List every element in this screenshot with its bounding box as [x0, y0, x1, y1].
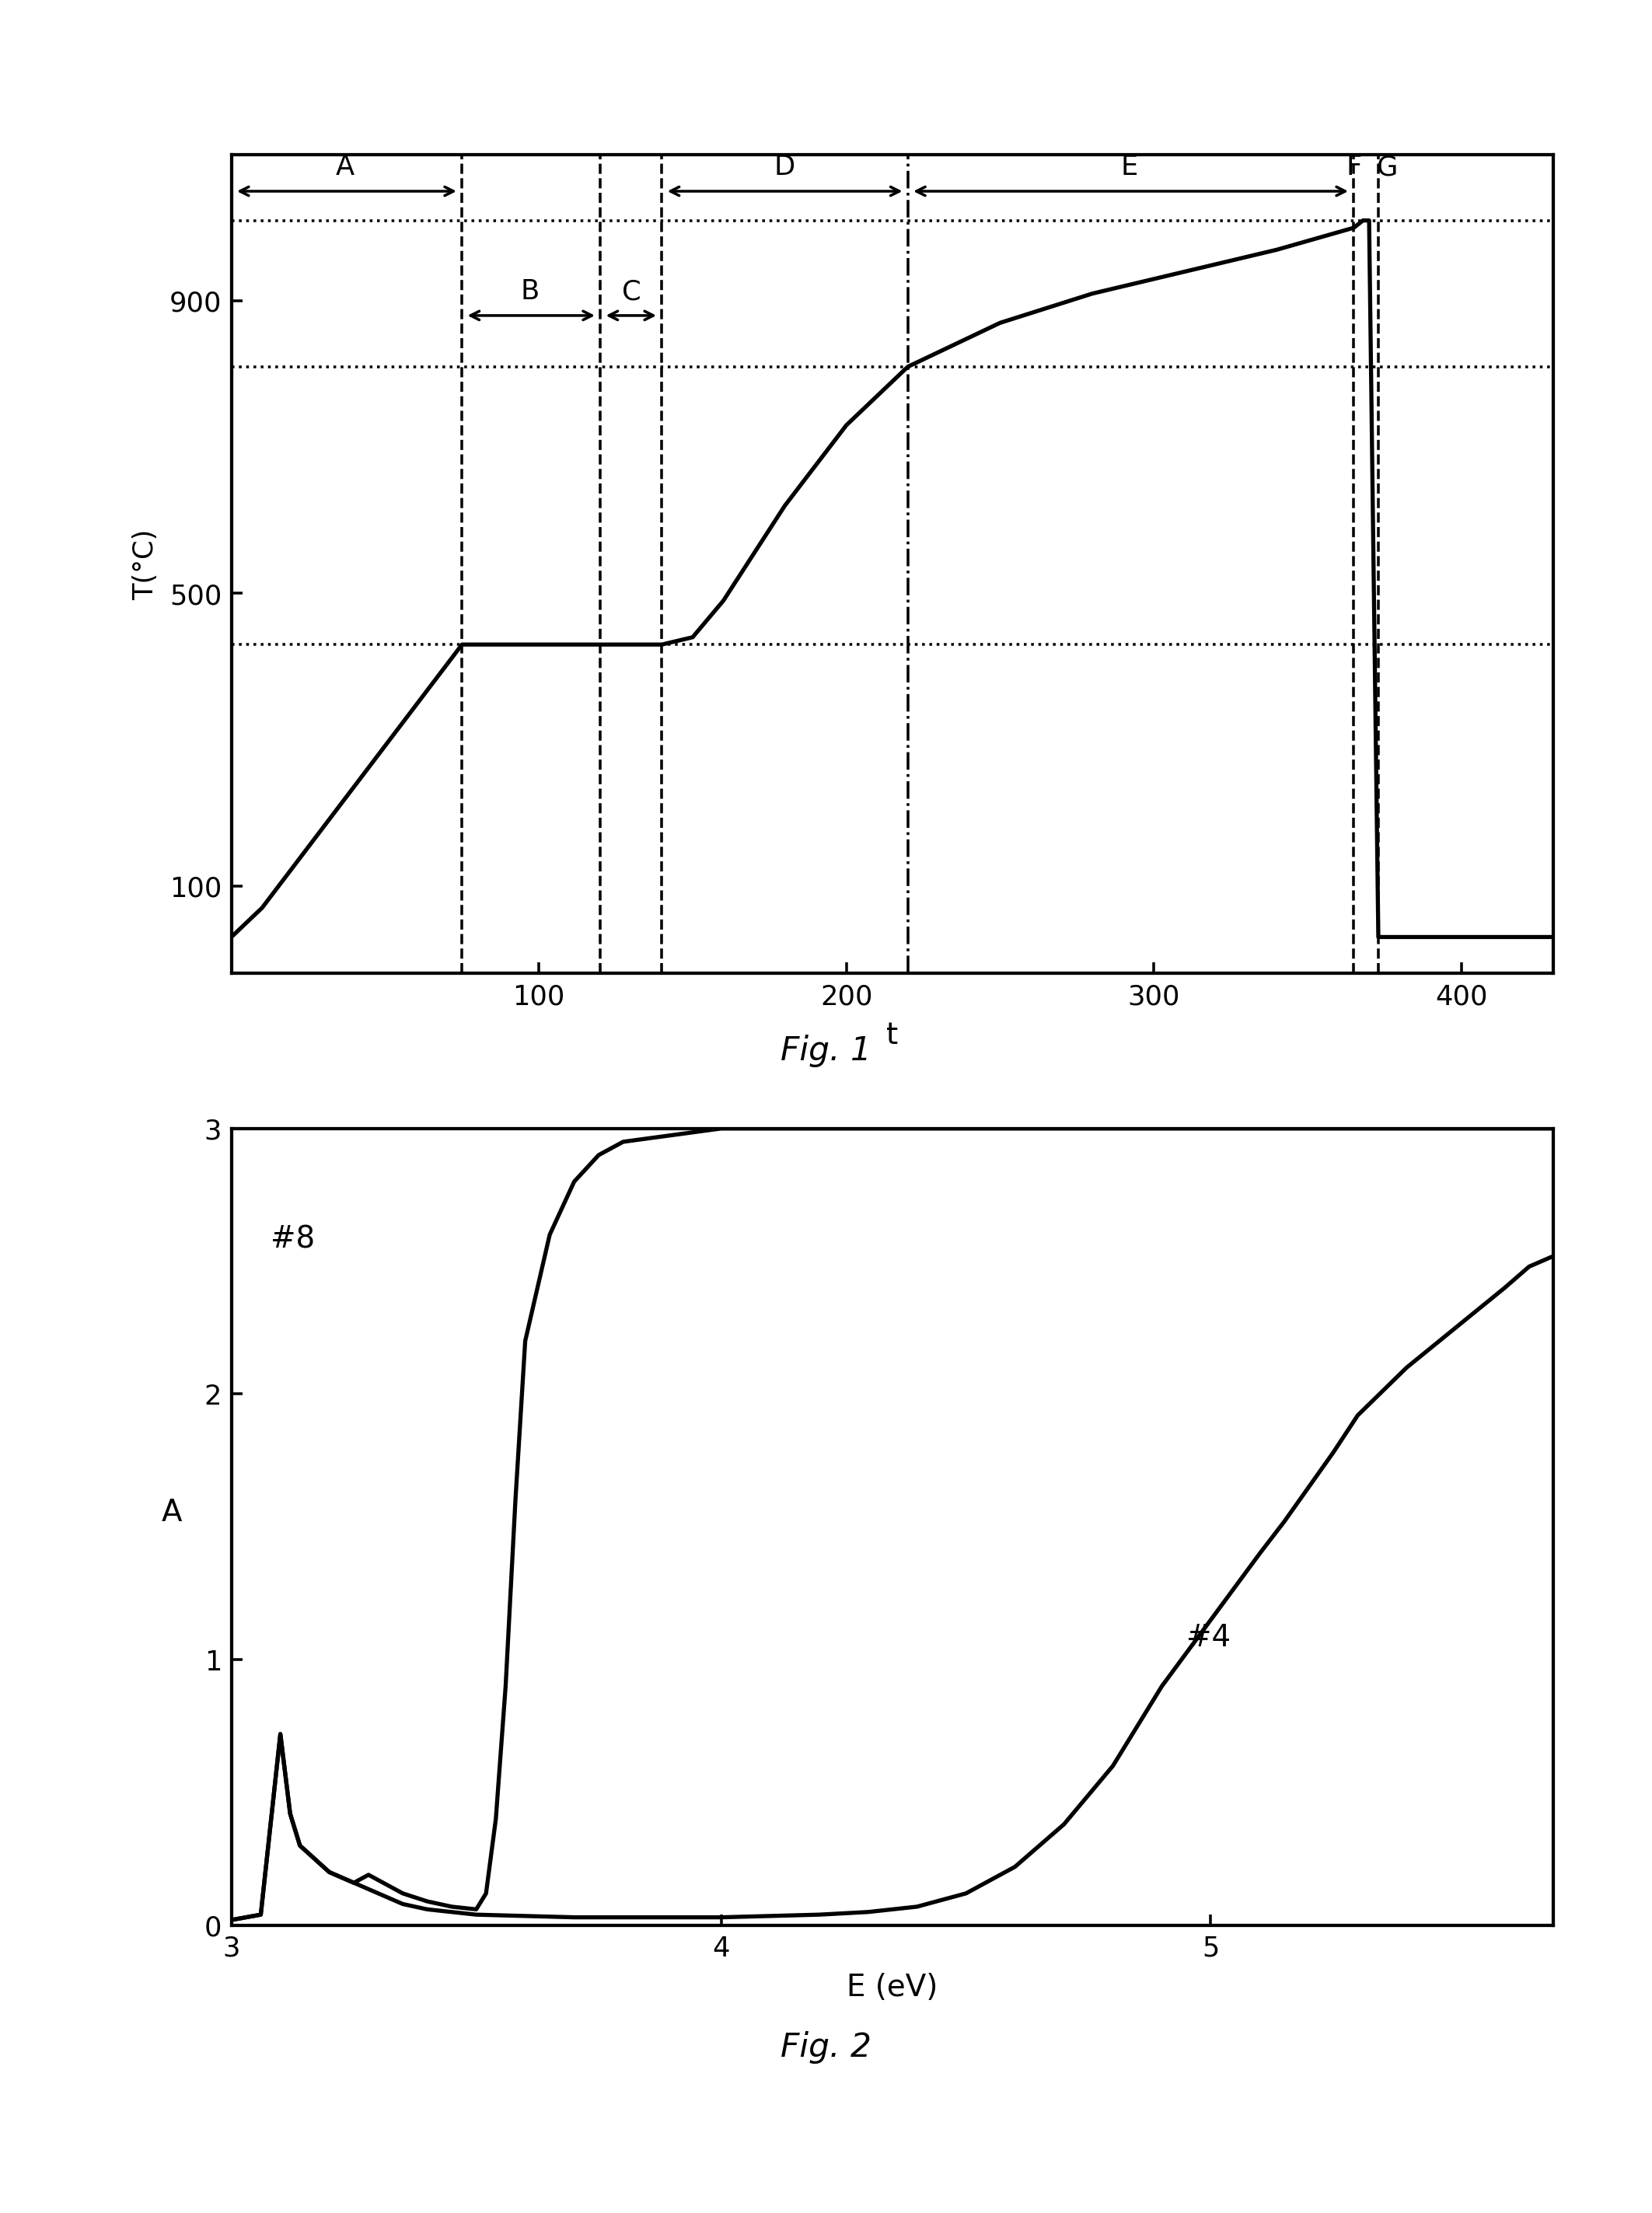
Text: B: B — [520, 279, 539, 305]
Text: C: C — [621, 279, 641, 305]
Text: G: G — [1376, 155, 1398, 181]
Text: E: E — [1120, 155, 1138, 181]
Text: D: D — [773, 155, 795, 181]
Text: #4: #4 — [1186, 1622, 1231, 1653]
Y-axis label: A: A — [160, 1498, 182, 1527]
Text: F: F — [1345, 155, 1361, 181]
X-axis label: t: t — [885, 1020, 899, 1051]
Text: #8: #8 — [271, 1224, 316, 1255]
Text: Fig. 2: Fig. 2 — [780, 2032, 872, 2063]
Text: Fig. 1: Fig. 1 — [780, 1036, 872, 1067]
X-axis label: E (eV): E (eV) — [846, 1972, 938, 2003]
Text: A: A — [335, 155, 355, 181]
Y-axis label: T(°C): T(°C) — [132, 529, 159, 600]
